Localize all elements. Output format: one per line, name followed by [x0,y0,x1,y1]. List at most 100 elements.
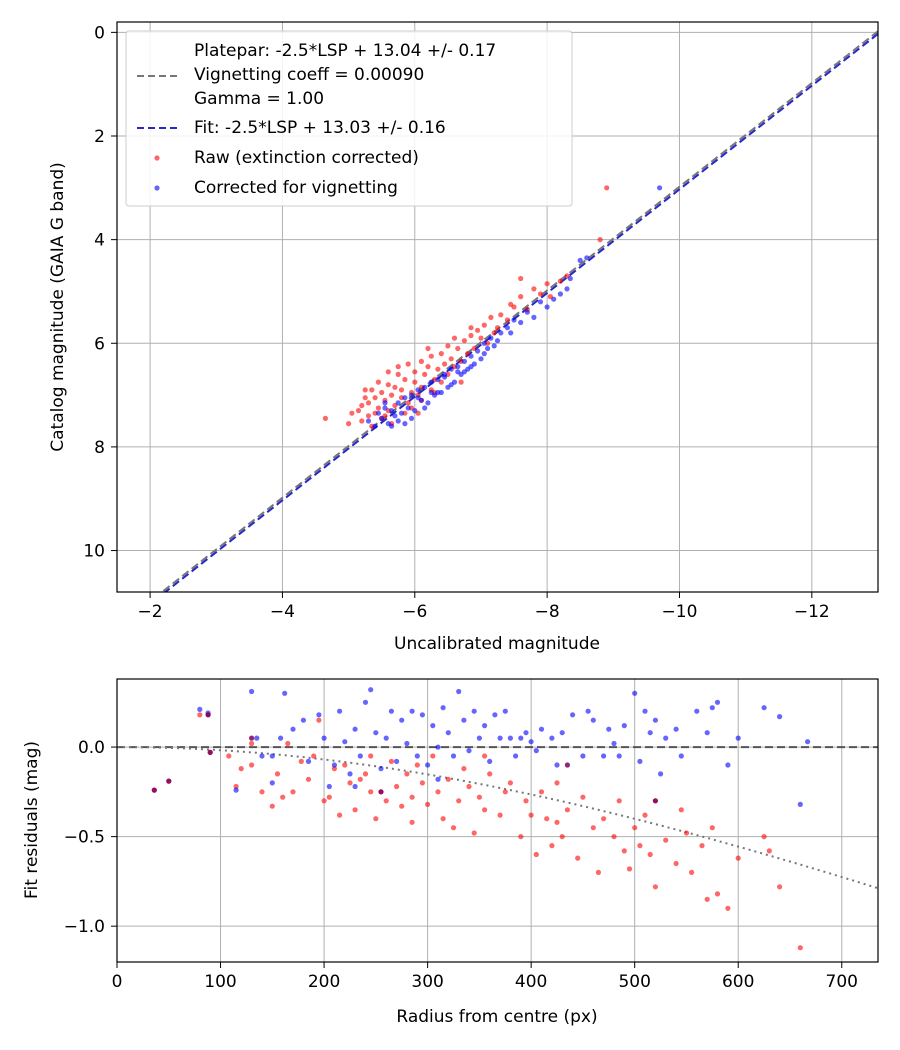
scatter-point [642,708,648,714]
scatter-point [497,735,503,741]
scatter-point [305,776,312,782]
legend-marker-raw [154,155,160,161]
scatter-point [399,717,405,723]
scatter-point [461,338,467,344]
scatter-point [445,343,451,349]
scatter-point [326,783,332,790]
scatter-point [567,275,573,282]
scatter-point [549,843,555,849]
scatter-point [554,780,560,786]
scatter-point [414,762,420,768]
scatter-point [378,789,384,795]
scatter-point [311,753,317,759]
scatter-point [492,712,498,718]
scatter-point [205,712,211,718]
scatter-point [461,369,467,375]
scatter-point [450,753,457,759]
scatter-point [663,837,669,843]
scatter-point [673,726,679,732]
scatter-point [523,730,529,736]
scatter-point [450,825,457,831]
scatter-point [478,335,484,341]
scatter-point [368,753,374,759]
scatter-point [777,714,783,720]
scatter-point [166,778,172,784]
reference-line [162,30,878,592]
x-tick-label: −10 [662,602,698,622]
scatter-point [404,771,410,777]
scatter-point [456,688,462,695]
x-tick-label: 300 [411,972,443,992]
scatter-point [761,834,767,840]
scatter-point [425,345,431,352]
scatter-point [298,758,304,765]
scatter-point [337,708,343,714]
legend-label-fit: Fit: -2.5*LSP + 13.03 +/- 0.16 [194,118,446,138]
scatter-point [290,726,296,732]
scatter-point [249,735,255,741]
scatter-point [678,807,684,813]
scatter-point [394,758,400,765]
scatter-point [507,780,513,786]
scatter-point [389,423,395,429]
scatter-point [259,753,265,759]
scatter-point [388,758,394,765]
x-tick-label: 500 [618,972,650,992]
scatter-point [585,708,591,714]
scatter-point [468,325,474,331]
scatter-point [365,400,372,406]
scatter-point [392,384,398,390]
scatter-point [551,296,557,302]
reference-line [117,746,878,890]
scatter-point [528,812,534,818]
scatter-point [694,708,700,714]
bottom-grid [116,679,878,962]
scatter-point [347,771,353,777]
scatter-point [451,335,458,341]
legend-box [125,30,573,207]
scatter-point [511,317,517,323]
scatter-point [207,749,213,756]
x-tick-label: −2 [138,602,163,622]
scatter-point [482,723,488,729]
scatter-point [497,812,503,818]
scatter-point [385,382,391,388]
scatter-point [419,712,425,718]
scatter-point [382,400,388,406]
scatter-point [233,787,239,793]
scatter-point [714,699,721,705]
scatter-point [606,726,612,732]
scatter-point [414,753,420,759]
scatter-point [637,758,643,765]
scatter-point [359,418,365,424]
top-y-axis-label: Catalog magnitude (GAIA G band) [48,162,68,452]
legend-label-platepar: Platepar: -2.5*LSP + 13.04 +/- 0.17 [194,41,496,61]
legend-marker-corrected [154,185,160,191]
scatter-point [388,708,394,714]
y-tick-label: −1.0 [64,917,105,937]
scatter-point [478,356,484,362]
scatter-point [632,690,638,696]
scatter-point [652,884,659,890]
y-tick-label: 4 [94,231,105,251]
scatter-point [487,771,493,777]
x-tick-label: −12 [794,602,830,622]
scatter-point [580,794,586,800]
scatter-point [647,851,653,858]
scatter-point [471,708,477,714]
scatter-point [590,825,596,831]
scatter-point [405,405,411,411]
scatter-point [494,325,501,331]
scatter-point [405,361,411,367]
scatter-point [409,708,415,714]
scatter-point [455,364,461,370]
top-x-axis-label: Uncalibrated magnitude [394,634,600,654]
scatter-point [538,726,545,732]
scatter-point [699,843,705,849]
scatter-point [805,739,811,745]
scatter-point [402,395,408,401]
scatter-point [428,389,434,396]
scatter-point [418,358,424,364]
scatter-point [544,816,550,822]
scatter-point [395,400,401,406]
